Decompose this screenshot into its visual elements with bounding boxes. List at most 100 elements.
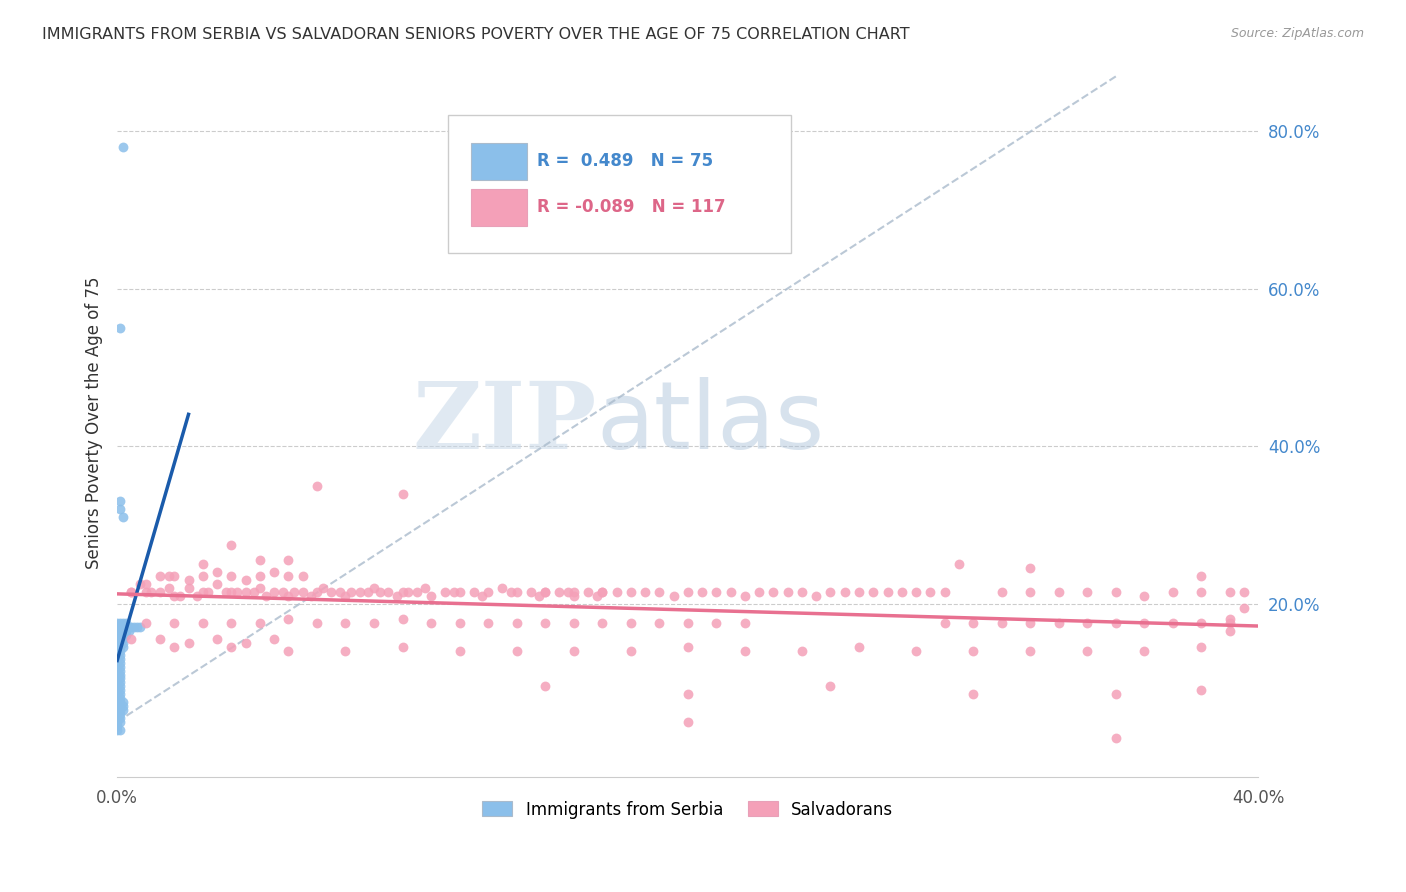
Point <box>249 581 271 595</box>
Point <box>463 585 485 599</box>
Point <box>120 620 142 634</box>
Point <box>177 581 200 595</box>
Point <box>108 632 131 647</box>
Point <box>205 577 228 591</box>
Point <box>734 589 756 603</box>
Point <box>776 585 799 599</box>
Legend: Immigrants from Serbia, Salvadorans: Immigrants from Serbia, Salvadorans <box>475 794 900 825</box>
Point <box>108 620 131 634</box>
Point <box>605 585 627 599</box>
Point <box>676 687 699 701</box>
Point <box>690 585 713 599</box>
Point <box>363 616 385 631</box>
Point <box>108 644 131 658</box>
Point <box>471 589 494 603</box>
Point <box>962 616 984 631</box>
Point <box>420 589 443 603</box>
Point <box>226 585 249 599</box>
Point <box>105 714 128 729</box>
Point <box>820 679 842 693</box>
Point <box>135 585 157 599</box>
Point <box>277 644 299 658</box>
Point <box>105 683 128 698</box>
Point <box>120 585 142 599</box>
Point <box>505 644 527 658</box>
Point <box>449 644 471 658</box>
Point <box>163 640 186 654</box>
Point <box>105 632 128 647</box>
Point <box>111 140 134 154</box>
Point <box>1047 616 1070 631</box>
Point <box>291 585 314 599</box>
Point <box>1076 616 1098 631</box>
Point <box>108 656 131 670</box>
Point <box>449 585 471 599</box>
Point <box>391 585 413 599</box>
Point <box>249 553 271 567</box>
Point <box>221 616 243 631</box>
Point <box>591 616 613 631</box>
Point <box>321 585 343 599</box>
Point <box>111 620 134 634</box>
Point <box>105 691 128 706</box>
Point <box>105 672 128 686</box>
Point <box>363 581 385 595</box>
Point <box>105 640 128 654</box>
Point <box>820 585 842 599</box>
Point <box>299 589 322 603</box>
Point <box>1105 585 1128 599</box>
Point <box>1133 589 1156 603</box>
Point <box>962 687 984 701</box>
Point <box>391 486 413 500</box>
Point <box>120 585 142 599</box>
Point <box>529 589 551 603</box>
Point <box>648 585 671 599</box>
Point <box>117 624 139 639</box>
Point <box>806 589 828 603</box>
Point <box>1219 612 1241 626</box>
Point <box>1019 561 1042 575</box>
Point <box>114 624 136 639</box>
Point <box>105 706 128 721</box>
Text: R = -0.089   N = 117: R = -0.089 N = 117 <box>537 198 725 217</box>
Point <box>169 589 191 603</box>
Point <box>205 632 228 647</box>
Point <box>1105 731 1128 745</box>
Point <box>720 585 742 599</box>
Point <box>491 581 513 595</box>
Point <box>562 585 585 599</box>
Point <box>149 569 172 583</box>
Point <box>620 616 643 631</box>
Point <box>111 695 134 709</box>
Point <box>890 585 912 599</box>
Point <box>157 581 180 595</box>
Point <box>111 624 134 639</box>
Point <box>108 687 131 701</box>
Point <box>105 687 128 701</box>
Point <box>1219 616 1241 631</box>
Point <box>1047 585 1070 599</box>
Point <box>277 589 299 603</box>
Point <box>676 616 699 631</box>
Point <box>221 640 243 654</box>
Point <box>277 612 299 626</box>
Point <box>557 585 579 599</box>
Point <box>706 585 728 599</box>
Point <box>114 616 136 631</box>
Point <box>391 640 413 654</box>
Point <box>562 616 585 631</box>
Point <box>477 585 499 599</box>
Point <box>111 640 134 654</box>
Point <box>108 706 131 721</box>
Point <box>1019 585 1042 599</box>
Point <box>108 628 131 642</box>
Point <box>848 585 870 599</box>
Point <box>990 585 1012 599</box>
Point <box>305 585 328 599</box>
Point <box>108 640 131 654</box>
Point <box>105 699 128 714</box>
Point <box>105 628 128 642</box>
Point <box>149 632 172 647</box>
Point <box>1161 585 1184 599</box>
Point <box>149 585 172 599</box>
